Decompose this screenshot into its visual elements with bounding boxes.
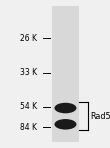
Text: 26 K: 26 K bbox=[20, 34, 37, 43]
Ellipse shape bbox=[54, 119, 76, 130]
Bar bbox=[52, 6, 79, 142]
Text: Rad53: Rad53 bbox=[90, 112, 110, 121]
Text: 33 K: 33 K bbox=[20, 68, 37, 77]
Ellipse shape bbox=[54, 103, 76, 113]
Text: 84 K: 84 K bbox=[20, 123, 37, 132]
Text: 54 K: 54 K bbox=[20, 102, 37, 111]
